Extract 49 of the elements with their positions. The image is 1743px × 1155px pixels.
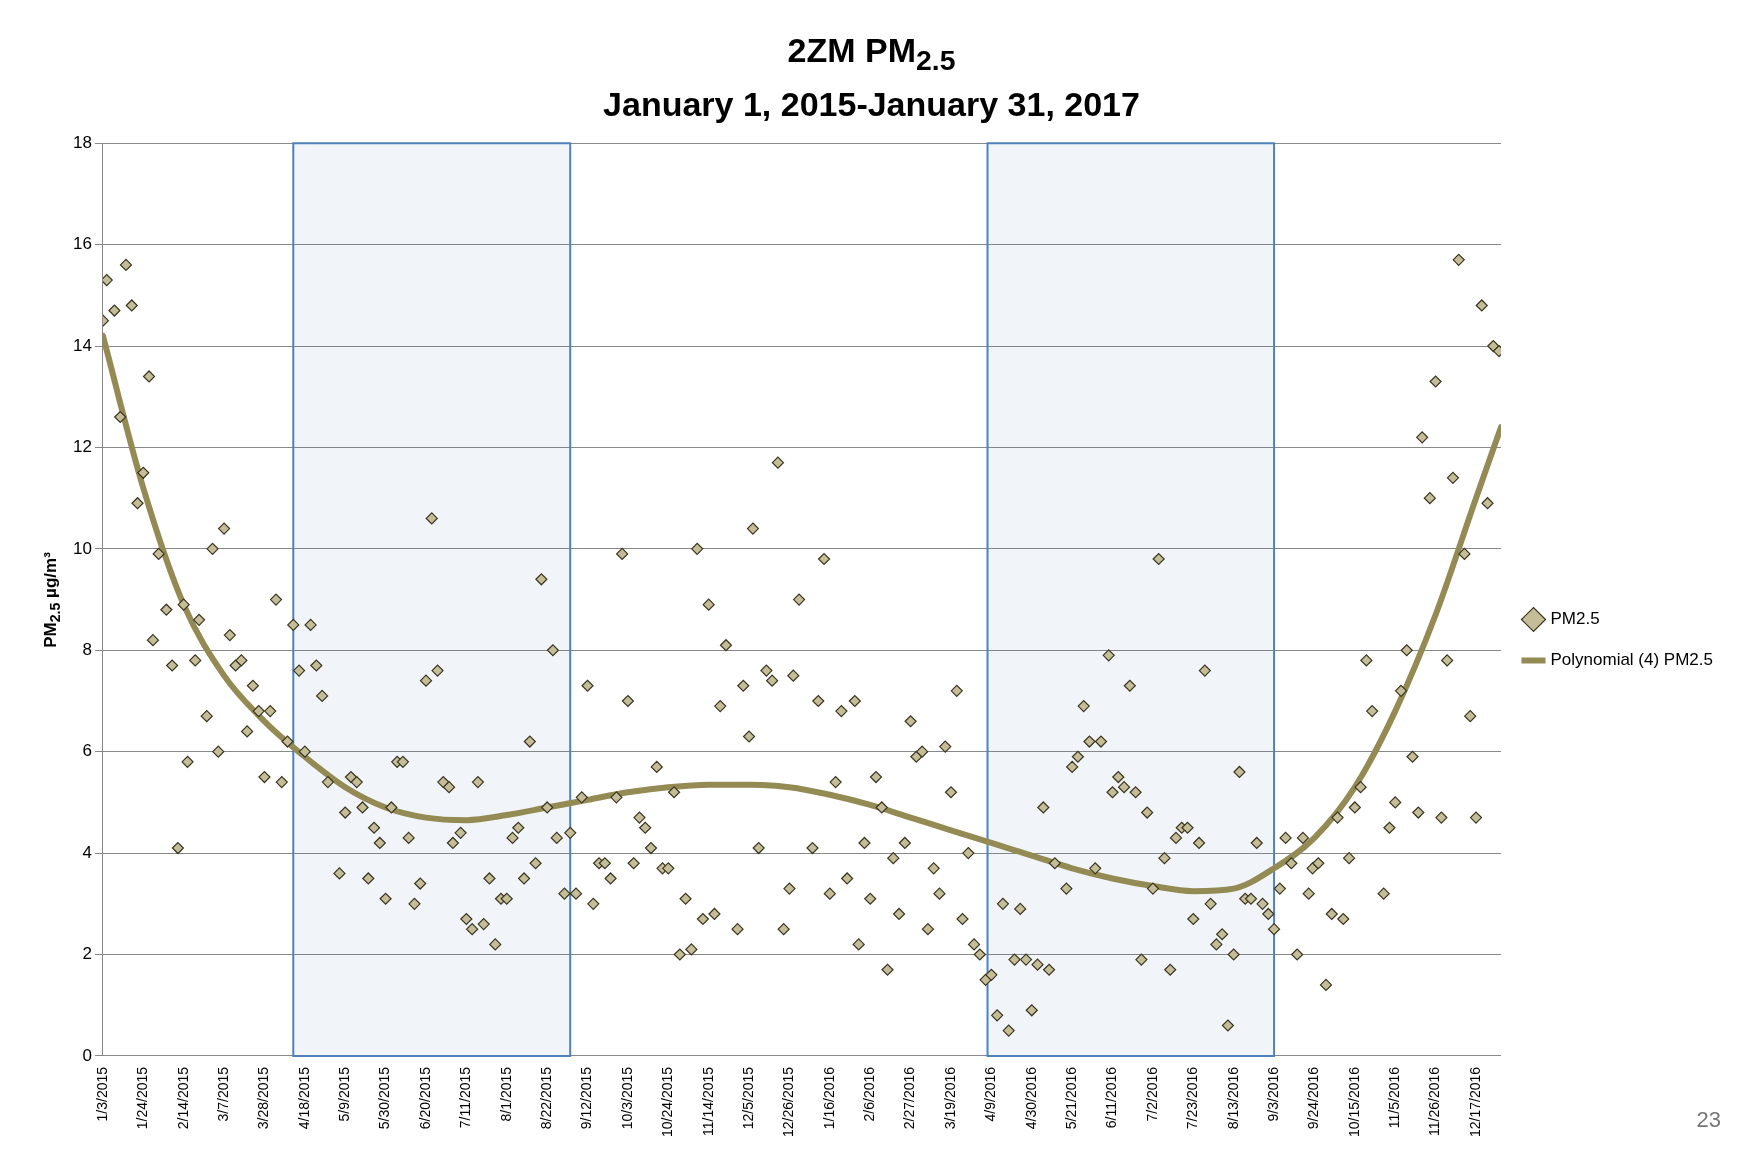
x-tick-label: 7/23/2016 — [1184, 1066, 1201, 1130]
y-tick-label: 12 — [72, 437, 92, 457]
x-tick-label: 4/30/2016 — [1022, 1066, 1039, 1130]
x-tick-label: 9/24/2016 — [1305, 1066, 1322, 1130]
x-tick-label: 9/3/2016 — [1264, 1066, 1281, 1122]
x-tick-label: 12/17/2016 — [1466, 1066, 1483, 1138]
x-tick-label: 4/18/2015 — [295, 1066, 312, 1130]
legend-label: PM2.5 — [1550, 609, 1600, 629]
x-tick-label: 2/14/2015 — [174, 1066, 191, 1130]
y-tick-label: 8 — [82, 639, 92, 659]
y-tick-label: 14 — [72, 335, 92, 355]
text: 23 — [1696, 1107, 1721, 1133]
x-tick-label: 8/1/2015 — [497, 1066, 514, 1122]
x-tick-label: 6/20/2015 — [416, 1066, 433, 1130]
x-tick-label: 5/21/2016 — [1063, 1066, 1080, 1130]
x-tick-label: 10/3/2015 — [618, 1066, 635, 1130]
x-tick-label: 11/14/2015 — [699, 1066, 716, 1136]
y-tick-label: 0 — [82, 1045, 92, 1065]
y-tick-label: 2 — [82, 944, 92, 964]
y-tick-label: 6 — [82, 741, 92, 761]
x-tick-label: 8/22/2015 — [538, 1066, 554, 1130]
x-tick-label: 8/13/2016 — [1224, 1066, 1241, 1130]
x-tick-label: 1/16/2016 — [820, 1066, 837, 1130]
x-tick-label: 3/28/2015 — [255, 1066, 272, 1130]
y-tick-label: 16 — [72, 234, 92, 254]
x-tick-label: 3/19/2016 — [941, 1066, 958, 1130]
x-tick-label: 5/30/2015 — [376, 1066, 393, 1130]
x-tick-label: 5/9/2015 — [336, 1066, 353, 1122]
chart-title: 2ZM PM$_{2.5}$ January 1, 2015-January 31, 2017 — [602, 30, 1141, 125]
x-tick-label: 7/11/2015 — [457, 1066, 474, 1129]
x-tick-label: 6/11/2016 — [1103, 1066, 1120, 1129]
x-tick-label: 12/5/2015 — [739, 1066, 756, 1130]
x-tick-label: 7/2/2016 — [1143, 1066, 1160, 1122]
x-tick-label: 1/24/2015 — [134, 1066, 151, 1130]
legend-label: Polynomial (4) PM2.5 — [1550, 650, 1714, 670]
x-tick-label: 11/5/2016 — [1386, 1066, 1403, 1129]
x-tick-label: 1/3/2015 — [93, 1066, 110, 1122]
y-tick-label: 18 — [72, 132, 92, 152]
x-tick-label: 11/26/2016 — [1426, 1066, 1443, 1136]
x-tick-label: 10/24/2015 — [659, 1066, 676, 1138]
y-tick-label: 10 — [72, 538, 92, 558]
x-tick-label: 3/7/2015 — [214, 1066, 231, 1122]
y-tick-label: 4 — [82, 842, 92, 862]
x-tick-label: 2/6/2016 — [861, 1066, 878, 1122]
x-tick-label: 4/9/2016 — [982, 1066, 999, 1122]
x-tick-label: 10/15/2016 — [1345, 1066, 1362, 1138]
x-tick-label: 12/26/2015 — [780, 1066, 797, 1138]
x-tick-label: 9/12/2015 — [578, 1066, 595, 1130]
x-tick-label: 2/27/2016 — [901, 1066, 918, 1130]
